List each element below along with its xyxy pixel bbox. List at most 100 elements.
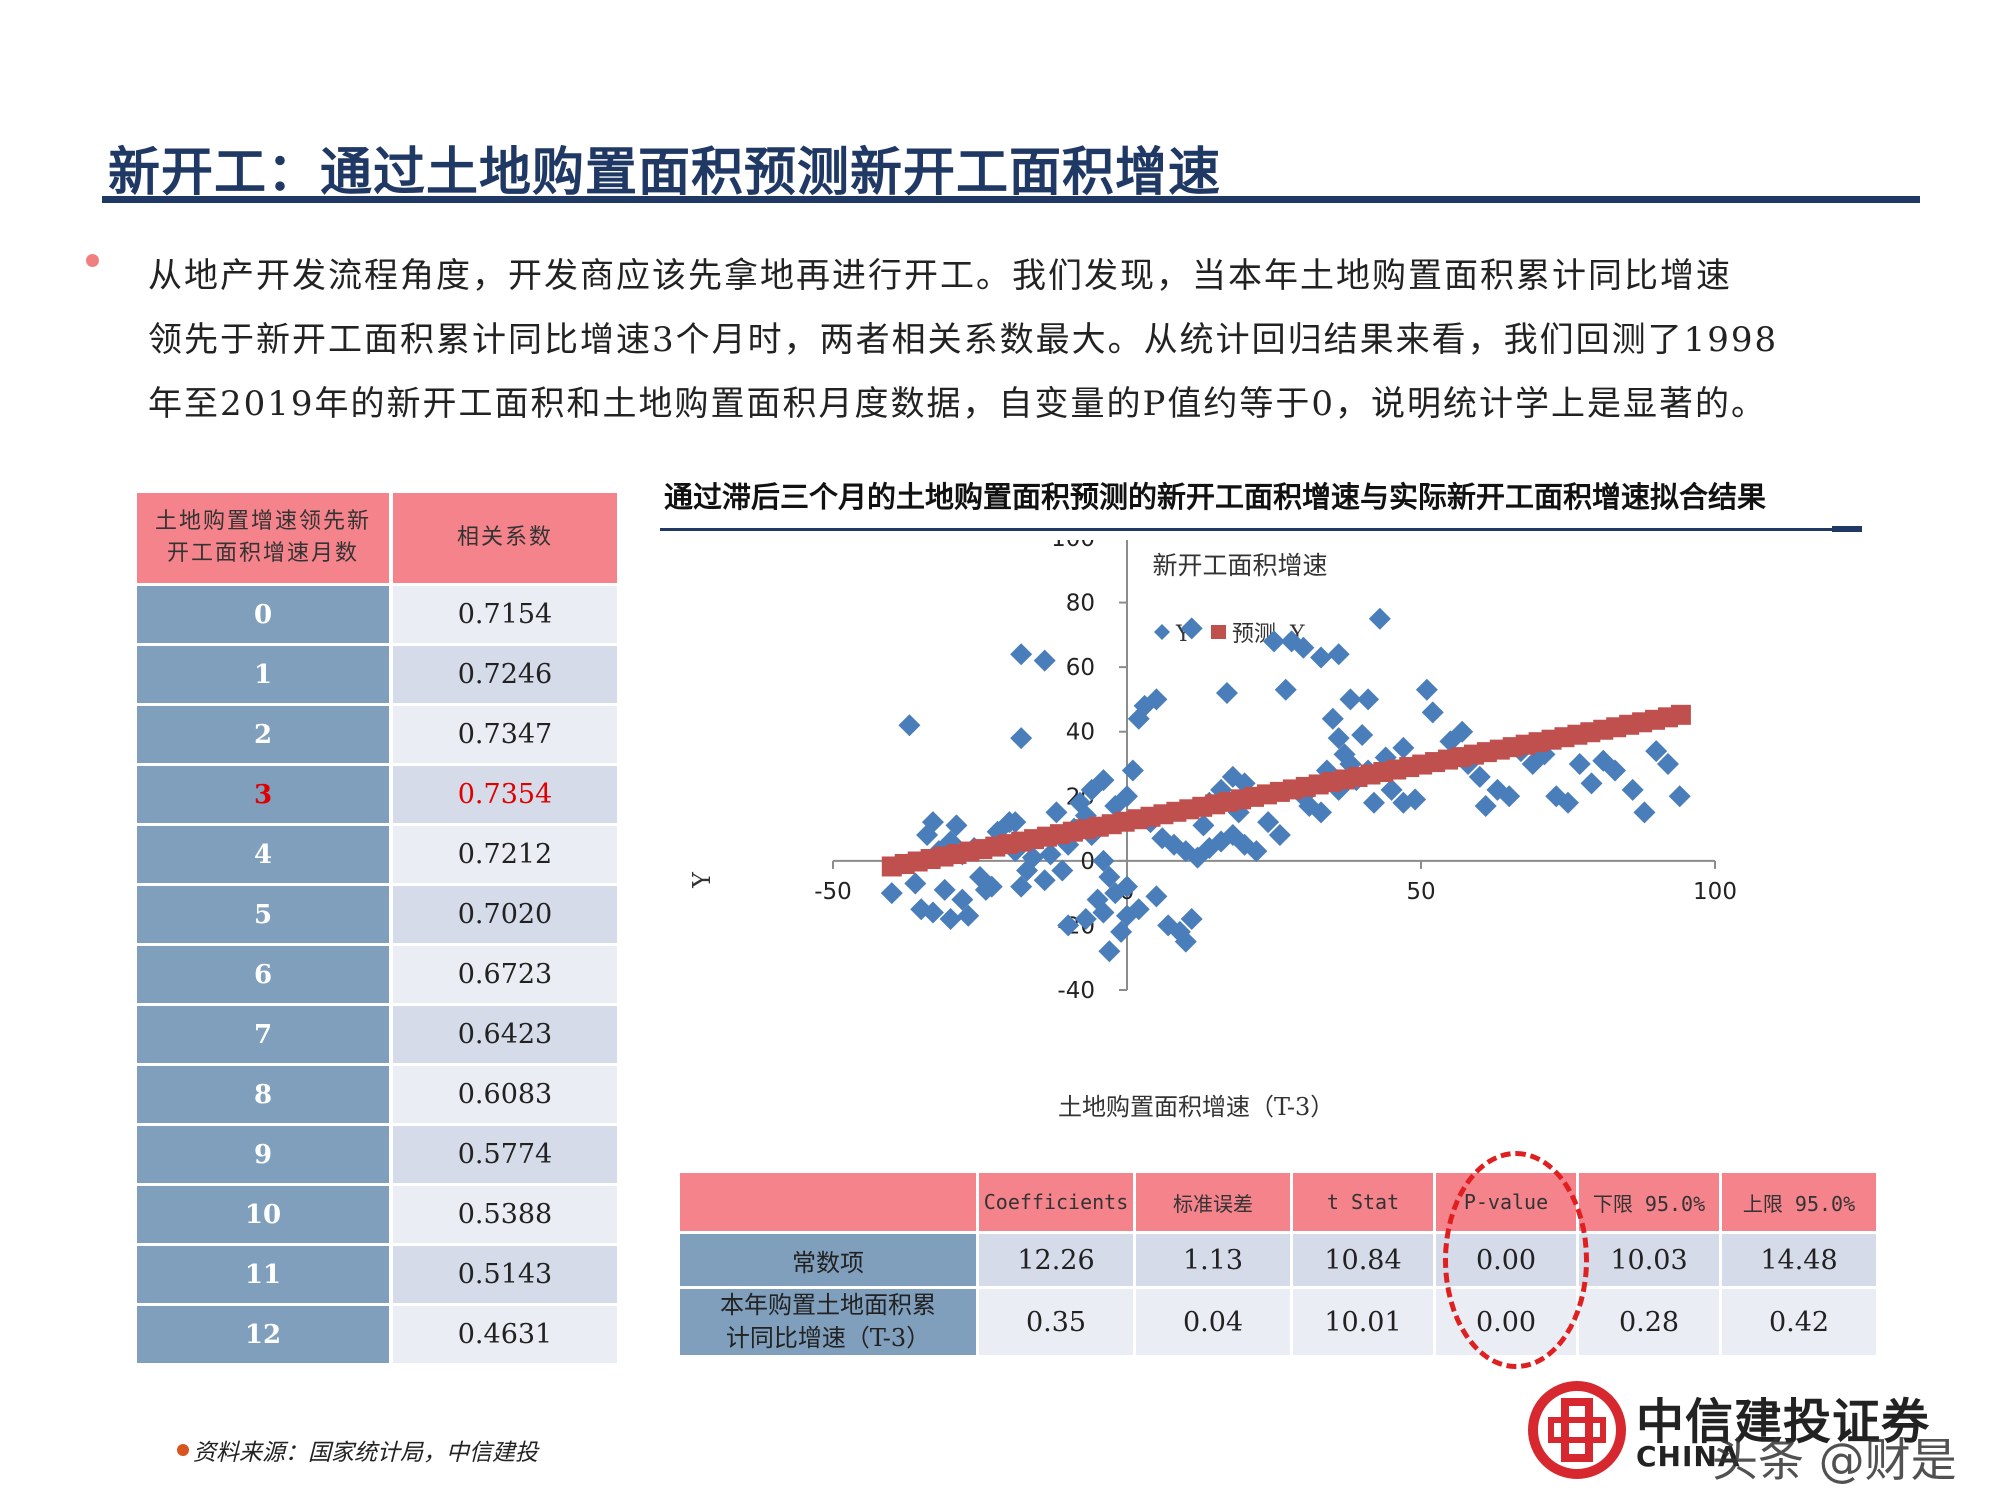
- cell-value: 0.04: [1136, 1289, 1290, 1355]
- data-point-y: [1174, 840, 1197, 863]
- data-point-y: [1633, 801, 1656, 824]
- correlation-cell: 0.5143: [393, 1243, 617, 1303]
- correlation-cell: 0.7020: [393, 883, 617, 943]
- summary-line: 领先于新开工面积累计同比增速3个月时，两者相关系数最大。从统计回归结果来看，我们…: [148, 320, 1779, 360]
- source-note: 资料来源：国家统计局，中信建投: [193, 1440, 538, 1466]
- data-point-y: [1274, 678, 1297, 701]
- data-point-y: [1645, 740, 1668, 763]
- data-point-y: [1010, 643, 1033, 666]
- correlation-cell: 0.6083: [393, 1063, 617, 1123]
- data-point-y: [1004, 811, 1027, 834]
- lead-months-cell: 3: [137, 763, 389, 823]
- data-point-y: [1192, 814, 1215, 837]
- data-point-y: [1310, 646, 1333, 669]
- data-point-y: [898, 714, 921, 737]
- header-lead-line: 土地购置增速领先新: [154, 509, 371, 534]
- lead-months-cell: 2: [137, 703, 389, 763]
- x-axis-label: 土地购置面积增速（T-3）: [1058, 1093, 1334, 1121]
- source-bullet-icon: [177, 1444, 189, 1456]
- data-point-y: [1621, 778, 1644, 801]
- legend-marker-y: [1154, 624, 1170, 640]
- header-correlation: 相关系数: [393, 493, 617, 583]
- table-row: 9 0.5774: [137, 1123, 617, 1183]
- data-point-y: [1474, 794, 1497, 817]
- cell-value: 0.28: [1579, 1289, 1719, 1355]
- x-tick-label: 100: [1693, 879, 1737, 905]
- data-point-y: [880, 882, 903, 905]
- data-point-y: [1116, 875, 1138, 898]
- data-point-y: [1180, 617, 1203, 640]
- series-y: [880, 607, 1691, 963]
- y-axis-label: Y: [688, 871, 716, 889]
- data-point-y: [1033, 649, 1056, 672]
- regression-header-row: Coefficients 标准误差 t Stat P-value 下限 95.0…: [680, 1173, 1876, 1231]
- chart-title: 新开工面积增速: [1152, 551, 1327, 580]
- data-point-y: [1298, 794, 1321, 817]
- data-point-y: [1010, 727, 1033, 750]
- table-row: 1 0.7246: [137, 643, 617, 703]
- summary-line: 从地产开发流程角度，开发商应该先拿地再进行开工。我们发现，当本年土地购置面积累计…: [148, 256, 1732, 296]
- table-row: 0 0.7154: [137, 583, 617, 643]
- chart-panel-divider: [660, 528, 1860, 531]
- lead-months-cell: 5: [137, 883, 389, 943]
- summary-line: 年至2019年的新开工面积和土地购置面积月度数据，自变量的P值约等于0，说明统计…: [148, 384, 1768, 424]
- data-point-y: [1268, 824, 1291, 847]
- page-title: 新开工：通过土地购置面积预测新开工面积增速: [108, 143, 1222, 203]
- data-point-y: [921, 901, 944, 924]
- series-predicted: [881, 704, 1691, 877]
- correlation-cell: 0.7246: [393, 643, 617, 703]
- table-row: 4 0.7212: [137, 823, 617, 883]
- data-point-y: [1215, 681, 1238, 704]
- table-row: 2 0.7347: [137, 703, 617, 763]
- data-point-y: [1468, 765, 1491, 788]
- data-point-y: [1039, 843, 1062, 866]
- regression-header-cell: [680, 1173, 976, 1231]
- data-point-y: [1404, 788, 1427, 811]
- regression-header-cell: Coefficients: [979, 1173, 1133, 1231]
- table-row: 8 0.6083: [137, 1063, 617, 1123]
- table-row: 12 0.4631: [137, 1303, 617, 1363]
- lead-months-cell: 0: [137, 583, 389, 643]
- data-point-y: [1292, 636, 1315, 659]
- data-point-y: [1092, 849, 1115, 872]
- legend-marker-predicted: [1211, 625, 1226, 639]
- row-label: 本年购置土地面积累 计同比增速（T-3）: [680, 1289, 976, 1355]
- table-row: 本年购置土地面积累 计同比增速（T-3） 0.35 0.04 10.01 0.0…: [680, 1289, 1876, 1355]
- data-point-y: [1568, 753, 1591, 775]
- data-point-y: [1016, 859, 1039, 882]
- data-point-y: [939, 907, 962, 930]
- data-point-y: [1656, 753, 1679, 775]
- data-point-y: [1557, 791, 1579, 814]
- data-point-y: [1098, 940, 1121, 963]
- row-label-line: 本年购置土地面积累: [720, 1291, 936, 1319]
- correlation-cell: 0.5774: [393, 1123, 617, 1183]
- y-tick-label: 40: [1066, 720, 1095, 746]
- data-point-y: [1068, 791, 1091, 814]
- data-point-y: [1116, 904, 1138, 927]
- lead-months-cell: 6: [137, 943, 389, 1003]
- data-point-y: [1198, 836, 1221, 859]
- cell-value: 0.35: [979, 1289, 1133, 1355]
- data-point-y: [1151, 827, 1174, 850]
- data-point-y: [980, 875, 1003, 898]
- x-tick-label: -50: [814, 879, 852, 905]
- data-point-y: [1257, 811, 1280, 834]
- data-point-y: [1321, 707, 1344, 730]
- logo-text-en: CHINA: [1636, 1440, 1741, 1473]
- data-point-y: [1357, 688, 1380, 711]
- y-tick-label: 60: [1066, 655, 1095, 681]
- data-point-y: [1163, 833, 1186, 856]
- data-point-y: [1362, 791, 1385, 814]
- summary-paragraph: 从地产开发流程角度，开发商应该先拿地再进行开工。我们发现，当本年土地购置面积累计…: [148, 244, 1908, 436]
- regression-header-cell: 下限 95.0%: [1579, 1173, 1719, 1231]
- data-point-y: [1051, 859, 1074, 882]
- table-row: 常数项 12.26 1.13 10.84 0.00 10.03 14.48: [680, 1234, 1876, 1286]
- cell-value: 10.84: [1293, 1234, 1433, 1286]
- data-point-y: [1498, 785, 1521, 808]
- data-point-y: [1533, 743, 1556, 766]
- data-point-y: [1604, 759, 1627, 782]
- regression-header-cell: 上限 95.0%: [1722, 1173, 1876, 1231]
- data-point-y: [1221, 765, 1244, 788]
- lead-months-cell: 9: [137, 1123, 389, 1183]
- data-point-y: [1221, 824, 1244, 847]
